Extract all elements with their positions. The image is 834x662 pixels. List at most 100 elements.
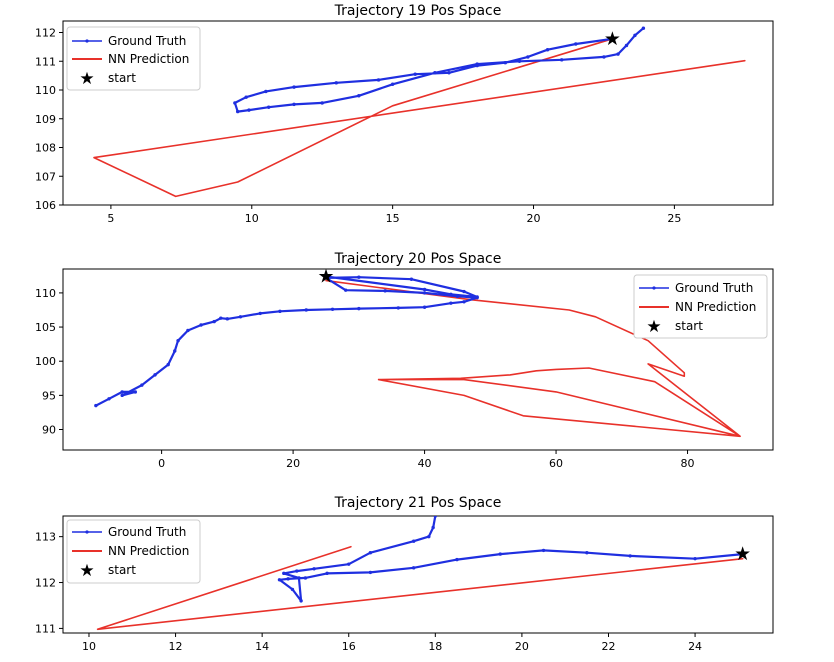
x-tick-label: 20 xyxy=(527,212,541,225)
data-point-ground-truth xyxy=(740,552,745,556)
x-tick-label: 5 xyxy=(107,212,114,225)
y-tick-label: 100 xyxy=(35,355,56,368)
data-point-ground-truth xyxy=(235,109,240,114)
data-point-ground-truth xyxy=(334,81,338,85)
x-tick-label: 10 xyxy=(245,212,259,225)
data-point-ground-truth xyxy=(368,570,373,575)
x-tick-label: 22 xyxy=(601,640,615,653)
data-point-ground-truth xyxy=(433,516,438,518)
legend-box xyxy=(66,26,201,91)
legend-label-ground-truth: Ground Truth xyxy=(108,525,186,539)
series-line-nn-prediction xyxy=(93,37,746,198)
data-point-ground-truth xyxy=(320,101,324,105)
y-tick-label: 112 xyxy=(35,27,56,40)
data-point-ground-truth xyxy=(330,307,335,311)
y-tick-label: 106 xyxy=(35,199,56,212)
data-point-ground-truth xyxy=(422,305,427,309)
y-tick-label: 95 xyxy=(42,389,56,402)
data-point-ground-truth xyxy=(290,587,295,592)
x-tick-label: 18 xyxy=(428,640,442,653)
x-tick-label: 80 xyxy=(681,457,695,470)
subplot-trajectory-21: Trajectory 21 Pos Space 10 12 14 16 18 20 22 24… xyxy=(35,495,774,653)
data-point-ground-truth xyxy=(602,55,606,59)
series-layer: ★ xyxy=(93,26,746,198)
legend-box xyxy=(66,519,201,584)
data-point-ground-truth xyxy=(462,300,466,304)
x-tick-label: 12 xyxy=(169,640,183,653)
data-point-ground-truth xyxy=(449,292,453,296)
y-tick-label: 107 xyxy=(35,170,56,183)
data-point-ground-truth xyxy=(616,52,620,56)
x-axis: 5 10 15 20 25 xyxy=(107,205,681,225)
y-tick-label: 111 xyxy=(35,55,56,68)
x-tick-label: 24 xyxy=(688,640,702,653)
data-point-ground-truth xyxy=(559,58,564,62)
data-point-ground-truth xyxy=(292,85,296,89)
start-star-marker: ★ xyxy=(317,266,334,288)
y-tick-label: 90 xyxy=(42,424,56,437)
data-point-ground-truth xyxy=(368,551,373,555)
legend: Ground Truth NN Prediction ★ start xyxy=(66,26,201,91)
data-point-ground-truth xyxy=(431,525,435,530)
data-point-ground-truth xyxy=(343,288,348,292)
legend-star-icon: ★ xyxy=(79,561,94,581)
data-point-ground-truth xyxy=(517,59,522,63)
y-axis: 111 112 113 xyxy=(35,531,63,635)
data-point-ground-truth xyxy=(585,551,589,555)
data-point-ground-truth xyxy=(498,552,502,556)
x-axis: 10 12 14 16 18 20 22 24 xyxy=(82,633,702,653)
data-point-ground-truth xyxy=(107,397,111,401)
legend-dot-ground-truth xyxy=(85,530,89,534)
data-point-ground-truth xyxy=(238,315,243,319)
legend-star-icon: ★ xyxy=(79,69,94,89)
data-point-ground-truth xyxy=(264,89,268,94)
data-point-ground-truth xyxy=(186,328,190,333)
data-point-ground-truth xyxy=(278,309,282,314)
y-tick-label: 105 xyxy=(35,321,56,334)
data-point-ground-truth xyxy=(449,301,453,305)
data-point-ground-truth xyxy=(455,557,459,562)
data-point-ground-truth xyxy=(433,71,437,75)
data-point-ground-truth xyxy=(266,105,271,109)
data-point-ground-truth xyxy=(503,60,508,65)
data-point-ground-truth xyxy=(447,71,451,75)
data-point-ground-truth xyxy=(475,62,479,66)
data-point-ground-truth xyxy=(413,72,417,76)
data-point-ground-truth xyxy=(427,534,431,539)
data-point-ground-truth xyxy=(633,33,637,38)
y-tick-label: 110 xyxy=(35,287,56,300)
data-point-ground-truth xyxy=(244,95,248,99)
y-axis: 90 95 100 105 110 xyxy=(35,287,63,437)
y-tick-label: 108 xyxy=(35,142,56,155)
chart-title: Trajectory 21 Pos Space xyxy=(334,495,502,511)
data-point-ground-truth xyxy=(409,277,414,281)
x-tick-label: 16 xyxy=(342,640,356,653)
y-tick-label: 112 xyxy=(35,577,56,590)
legend-label-nn-prediction: NN Prediction xyxy=(108,52,189,66)
data-point-ground-truth xyxy=(120,390,124,394)
data-point-ground-truth xyxy=(628,554,632,558)
legend-dot-ground-truth xyxy=(85,39,89,43)
series-line-nn-prediction xyxy=(325,279,741,438)
data-point-ground-truth xyxy=(140,383,144,387)
legend-label-start: start xyxy=(675,319,703,333)
data-point-ground-truth xyxy=(286,577,290,581)
data-point-ground-truth xyxy=(541,548,546,553)
data-point-ground-truth xyxy=(574,42,578,46)
legend: Ground Truth NN Prediction ★ start xyxy=(66,519,201,584)
y-tick-label: 111 xyxy=(35,622,56,635)
legend: Ground Truth NN Prediction ★ start xyxy=(633,274,768,339)
y-tick-label: 109 xyxy=(35,113,56,126)
data-point-ground-truth xyxy=(258,311,262,316)
data-point-ground-truth xyxy=(357,94,361,98)
data-point-ground-truth xyxy=(624,43,629,48)
y-axis: 106 107 108 109 110 111 112 xyxy=(35,27,63,212)
data-point-ground-truth xyxy=(357,306,361,311)
data-point-ground-truth xyxy=(312,567,316,571)
legend-label-ground-truth: Ground Truth xyxy=(675,281,753,295)
chart-title: Trajectory 19 Pos Space xyxy=(334,3,502,19)
data-point-ground-truth xyxy=(133,390,138,394)
data-point-ground-truth xyxy=(325,571,329,576)
data-point-ground-truth xyxy=(292,102,296,107)
legend-label-ground-truth: Ground Truth xyxy=(108,34,186,48)
